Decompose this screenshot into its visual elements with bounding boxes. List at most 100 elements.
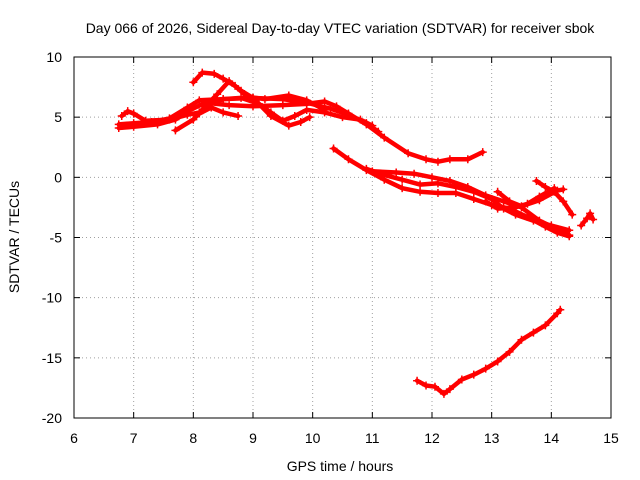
data-point [141,116,150,125]
data-point [210,69,219,78]
data-point [213,90,222,99]
y-tick-label: 5 [54,109,62,125]
data-point [541,182,550,191]
data-point [430,382,439,391]
data-point [114,123,123,132]
x-tick-label: 8 [189,430,197,446]
data-point [532,176,541,185]
data-point [362,164,371,173]
data-point [344,155,353,164]
y-tick-label: 0 [54,169,62,185]
data-point [416,187,425,196]
data-point [422,381,431,390]
data-point [445,176,454,185]
data-point [428,173,436,182]
data-point [183,110,192,119]
series-line [191,70,327,113]
data-point [320,105,329,114]
x-axis-label: GPS time / hours [287,458,394,474]
data-point [117,111,126,120]
series-layer [114,68,598,398]
data-point [568,210,577,219]
x-tick-label: 15 [603,430,619,446]
data-point [433,157,442,166]
data-point [556,305,565,314]
data-point [493,204,502,213]
data-point [416,180,425,189]
series-track-12 [532,176,577,219]
data-point [392,168,401,177]
data-point [296,117,305,126]
data-point [302,105,311,114]
data-point [368,121,377,130]
data-point [237,93,246,102]
data-point [511,210,520,219]
data-point [290,111,299,120]
y-tick-label: 10 [46,49,62,65]
data-point [398,175,407,184]
data-point [422,155,431,164]
data-point [266,111,275,120]
data-point [413,376,422,385]
data-point [481,197,490,206]
x-tick-label: 7 [130,430,138,446]
data-point [541,321,550,330]
data-point [577,221,586,230]
data-point [380,133,389,142]
x-tick-label: 14 [544,430,560,446]
chart-title: Day 066 of 2026, Sidereal Day-to-day VTE… [86,20,596,36]
data-point [165,115,174,124]
data-point [302,96,311,105]
data-point [505,197,514,206]
data-point [129,109,138,118]
ticks: 6 7 8 9 10 11 12 13 14 15 -20 -15 -10 -5 0 5 10 [42,49,619,446]
data-point [219,74,228,83]
data-point [368,167,377,176]
x-tick-label: 6 [70,430,78,446]
series-track-5 [189,68,329,114]
data-point [559,185,568,194]
y-tick-label: -5 [50,230,63,246]
data-point [332,102,341,111]
y-axis-label: SDTVAR / TECUs [6,181,22,293]
data-point [463,182,472,191]
data-point [260,95,269,104]
data-point [550,187,559,196]
data-point [284,91,293,100]
x-tick-label: 9 [249,430,257,446]
data-point [469,370,478,379]
data-point [523,199,532,208]
series-track-14 [413,305,565,398]
data-point [329,144,338,153]
data-point [404,149,413,158]
data-point [457,375,466,384]
series-track-6 [195,103,243,120]
data-point [469,194,478,203]
x-tick-label: 11 [365,430,380,446]
data-point [583,214,592,223]
data-point [278,101,287,110]
data-point [338,113,347,122]
data-point [505,347,514,356]
data-point [219,95,228,104]
series-line [197,105,241,119]
data-point [219,108,228,117]
data-point [195,96,204,105]
data-point [529,328,538,337]
data-point [320,97,329,106]
x-tick-label: 13 [484,430,500,446]
data-point [445,385,454,394]
data-point [195,109,204,118]
data-point [439,389,448,398]
data-point [284,121,293,130]
data-point [559,197,568,206]
data-point [123,107,132,116]
data-point [493,187,502,196]
data-point [535,216,544,225]
y-tick-label: -20 [42,410,62,426]
data-point [586,209,595,218]
series-line [483,185,557,211]
data-point [517,335,526,344]
data-point [553,225,562,234]
